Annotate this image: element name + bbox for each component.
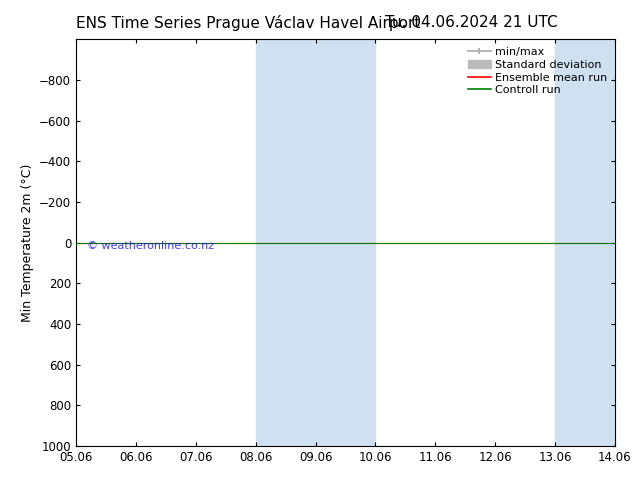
Legend: min/max, Standard deviation, Ensemble mean run, Controll run: min/max, Standard deviation, Ensemble me…	[466, 45, 609, 98]
Y-axis label: Min Temperature 2m (°C): Min Temperature 2m (°C)	[20, 163, 34, 322]
Text: Tu. 04.06.2024 21 UTC: Tu. 04.06.2024 21 UTC	[385, 15, 558, 30]
Bar	[256, 39, 375, 446]
Bar	[555, 39, 634, 446]
Text: © weatheronline.co.nz: © weatheronline.co.nz	[87, 241, 214, 250]
Text: ENS Time Series Prague Václav Havel Airport: ENS Time Series Prague Václav Havel Airp…	[76, 15, 420, 31]
